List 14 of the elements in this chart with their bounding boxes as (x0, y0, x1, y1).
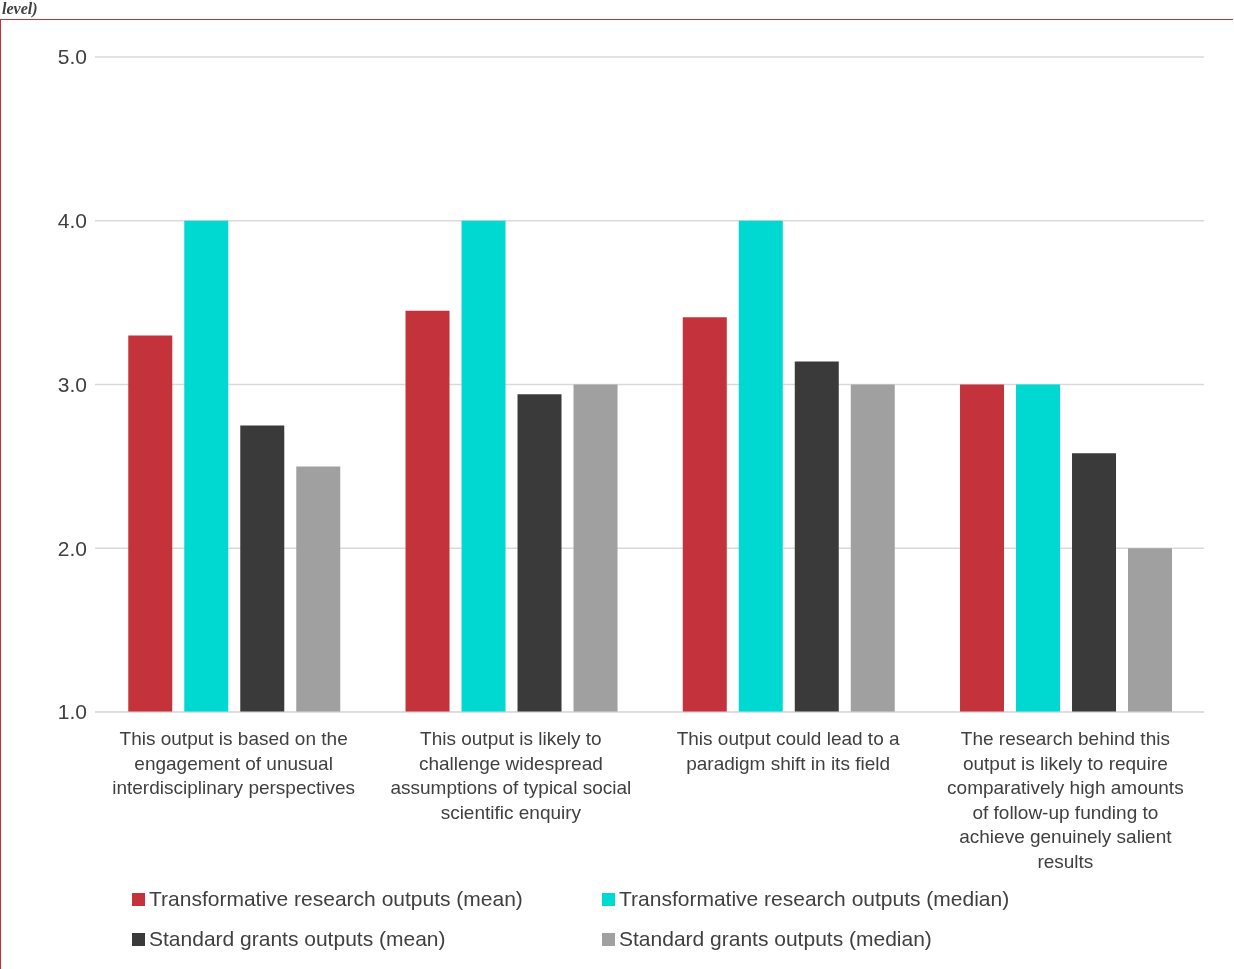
y-tick-label: 2.0 (57, 536, 87, 560)
x-tick-label: The research behind this output is likely to require comparatively high amounts of follow-up funding to achieve genuinely salient results (947, 728, 1184, 872)
legend-label: Transformative research outputs (median) (619, 887, 1010, 911)
y-tick-label: 1.0 (57, 700, 87, 724)
y-tick-label: 3.0 (57, 372, 87, 396)
legend-label: Transformative research outputs (mean) (149, 887, 523, 911)
chart-title: level) (2, 0, 38, 18)
legend-label: Standard grants outputs (mean) (149, 927, 446, 951)
legend-label: Standard grants outputs (median) (619, 927, 932, 951)
y-tick-label: 4.0 (57, 209, 87, 233)
x-tick-label: This output is likely to challenge widespread assumptions of typical social scientific enquiry (390, 728, 632, 823)
x-tick-label: This output could lead to a paradigm shift in its field (676, 728, 900, 774)
y-tick-label: 5.0 (57, 45, 87, 69)
x-tick-label: This output is based on the engagement of unusual interdisciplinary perspectives (112, 728, 356, 798)
